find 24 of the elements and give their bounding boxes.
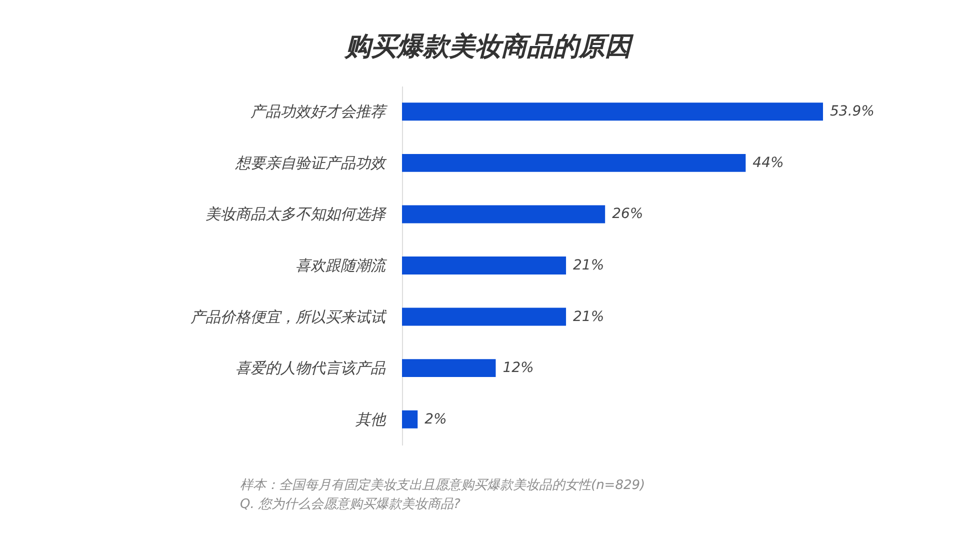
data-label: 21%	[573, 308, 604, 325]
y-tick-label: 产品价格便宜，所以买来试试	[190, 308, 388, 326]
data-label: 44%	[752, 154, 784, 171]
bar	[402, 205, 606, 224]
data-label: 21%	[573, 258, 604, 274]
y-tick-label: 其他	[356, 410, 386, 428]
bar	[402, 154, 746, 172]
bar	[402, 256, 566, 274]
text: 样本：全国每月有固定美妆支出且愿意购买爆款美妆品的女性(n=829)	[240, 477, 646, 493]
y-tick-label: 喜欢跟随潮流	[296, 256, 388, 274]
bar	[402, 308, 566, 326]
y-tick-label: 产品功效好才会推荐	[250, 102, 388, 121]
bar	[402, 359, 496, 378]
y-tick-label: 美妆商品太多不知如何选择	[206, 205, 388, 224]
bar	[402, 102, 823, 121]
y-tick-label: 想要亲自验证产品功效	[234, 154, 388, 172]
y-tick-label: 喜爱的人物代言该产品	[236, 359, 386, 378]
chart-title: 购买爆款美妆商品的原因	[343, 32, 634, 62]
bar	[402, 410, 418, 428]
data-label: 53.9%	[830, 104, 874, 120]
data-label: 2%	[424, 411, 447, 428]
data-label: 26%	[612, 206, 644, 222]
text: Q. 您为什么会愿意购买爆款美妆商品?	[240, 496, 460, 512]
data-label: 12%	[502, 360, 534, 376]
